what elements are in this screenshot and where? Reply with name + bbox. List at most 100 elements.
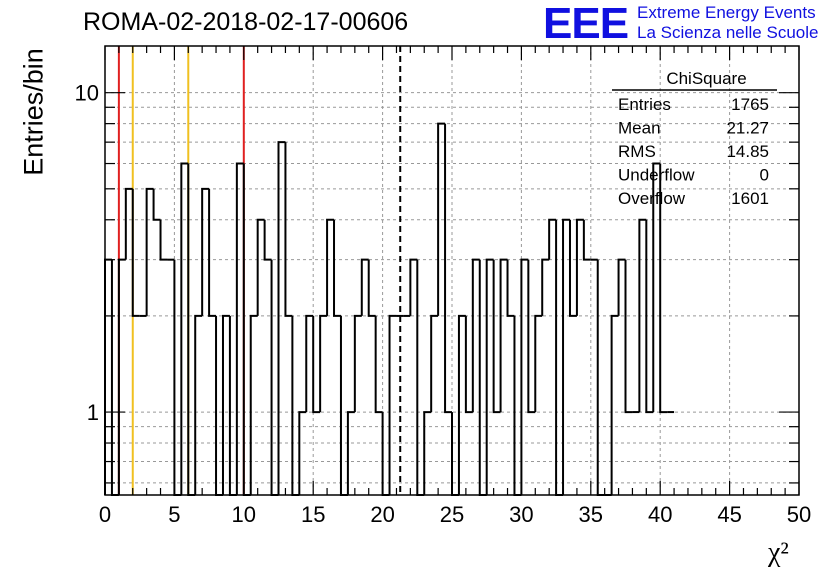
histogram-bar [215,315,223,496]
histogram-bar [180,162,189,495]
histogram-bar [527,259,536,414]
histogram-bar [346,411,355,495]
x-tick-label: 30 [509,502,533,527]
histogram-bar [159,219,168,261]
eee-logo: EEE [543,0,629,48]
axes: 0 5 10 15 20 25 30 35 40 45 50 1 10 [75,45,811,527]
stats-box-title: ChiSquare [666,69,746,88]
histogram-bar [562,218,570,495]
histogram-bar [617,258,626,316]
histogram-bar [437,122,446,316]
stats-value-overflow: 1601 [731,189,769,208]
stats-value-underflow: 0 [760,166,769,185]
histogram-bar [388,314,397,495]
histogram-bar [492,259,501,414]
stats-value-rms: 14.85 [726,142,769,161]
stats-value-mean: 21.27 [726,119,769,138]
x-tick-label: 45 [717,502,741,527]
histogram-bar [110,259,119,496]
stats-label-entries: Entries [618,95,671,114]
x-tick-label: 20 [370,502,394,527]
logo-subtitle-2: La Scienza nelle Scuole [637,23,819,42]
histogram-bar [326,218,335,316]
x-tick-label: 0 [99,502,111,527]
x-tick-label: 40 [648,502,672,527]
histogram-bar [423,411,432,495]
histogram-bar [520,258,529,495]
x-tick-label: 5 [168,502,180,527]
histogram-bar [305,314,314,413]
histogram-bar [339,315,348,496]
histogram-bar [353,314,362,413]
histogram-bar [235,162,244,495]
histogram-bar [249,314,258,495]
histogram-bar [277,141,286,495]
histogram-bar [506,259,515,317]
x-tick-label: 35 [579,502,603,527]
histogram-bar [367,259,376,317]
histogram-bar [221,314,230,495]
stats-label-underflow: Underflow [618,166,695,185]
stats-label-rms: RMS [618,142,656,161]
histogram-bar [256,218,265,316]
histogram-bar [582,219,591,261]
histogram-bar [610,314,619,495]
histogram-bar [534,314,543,413]
histogram-bar [291,315,300,496]
y-tick-label: 1 [87,400,99,425]
histogram-bar [187,163,196,496]
histogram-bar [478,259,487,496]
histogram-bar [645,219,654,414]
x-tick-label: 50 [787,502,811,527]
histogram-bar [194,314,203,495]
histogram-bar [575,218,584,316]
histogram-bar [152,188,161,221]
histogram-bar [471,258,480,413]
stats-label-mean: Mean [618,119,661,138]
histogram-bar [548,218,557,260]
histogram-bar [312,315,321,414]
stats-box: ChiSquare Entries 1765 Mean 21.27 RMS 14.85 Und… [612,69,777,208]
logo-subtitle-1: Extreme Energy Events [637,3,816,22]
histogram-bar [457,314,466,495]
histogram-bar [360,258,369,316]
histogram-bar [555,219,564,496]
histogram-bar [416,259,425,496]
histogram-bar [513,315,522,496]
chart-title: ROMA-02-2018-02-17-00606 [83,8,409,36]
histogram-bar [499,258,508,413]
histogram-bar [124,187,133,260]
x-axis-label: χ² [768,537,789,568]
histogram-bar [117,258,126,495]
histogram-bar [319,314,328,413]
histogram-bar [284,142,293,317]
histogram-bar [568,219,577,317]
histogram-bar [409,258,418,316]
y-tick-label: 10 [75,81,99,106]
x-tick-label: 15 [301,502,325,527]
histogram-bar [624,259,633,414]
histogram-bar [374,315,383,414]
reference-lines [117,46,402,495]
histogram-bar [228,315,237,496]
histogram-bar [652,162,661,413]
x-tick-label: 10 [232,502,256,527]
histogram-bar [464,315,473,414]
histogram-bar [485,258,494,495]
histogram-bar [596,259,605,496]
histogram-bar [131,188,140,317]
histogram-bar [444,123,452,414]
histogram-bar [430,314,439,413]
stats-label-overflow: Overflow [618,189,686,208]
histogram-bar [242,163,251,496]
histogram-bar [173,259,182,496]
histogram-bar [208,188,217,317]
histogram-bar [201,187,210,316]
stats-value-entries: 1765 [731,95,769,114]
x-tick-label: 25 [440,502,464,527]
histogram-bar [270,259,279,496]
histogram-bar [638,218,647,413]
histogram-bar [298,411,307,495]
histogram-bar [263,219,272,261]
histogram-bar [659,163,668,414]
